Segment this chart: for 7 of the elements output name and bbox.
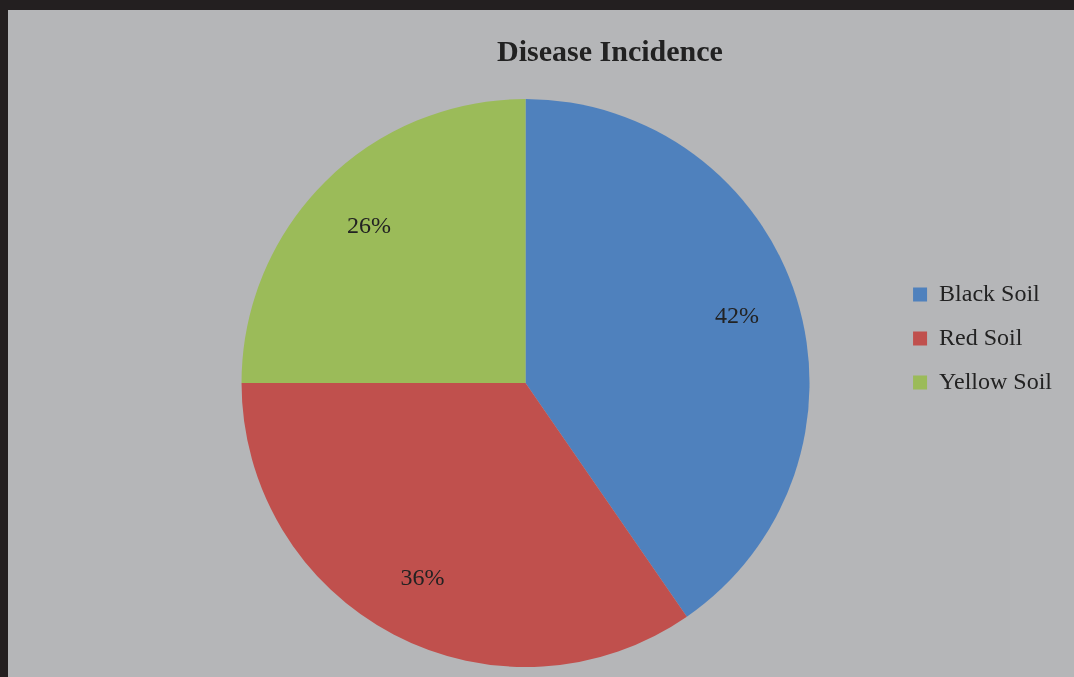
data-label: 36% [400, 564, 445, 591]
data-label: 26% [346, 211, 391, 238]
data-label: 42% [715, 302, 760, 329]
legend-label: Black Soil [939, 279, 1041, 306]
legend-label: Red Soil [939, 323, 1023, 350]
chart-title: Disease Incidence [497, 33, 723, 67]
legend-label: Yellow Soil [939, 367, 1053, 394]
